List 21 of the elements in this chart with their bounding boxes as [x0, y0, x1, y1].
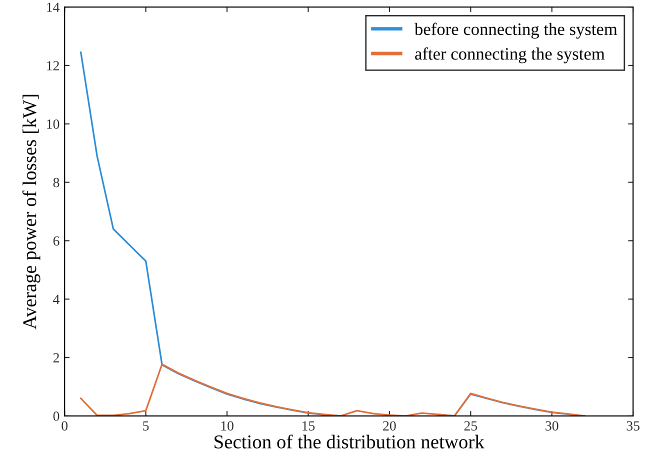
- x-tick-label: 20: [383, 421, 396, 431]
- y-tick-label: 8: [53, 178, 60, 188]
- x-tick-label: 25: [464, 421, 478, 431]
- x-tick-label: 35: [626, 421, 640, 431]
- y-tick-label: 2: [53, 353, 59, 362]
- x-tick-label: 10: [221, 421, 234, 431]
- x-tick-label: 0: [62, 421, 68, 431]
- line-series: [80, 363, 586, 416]
- x-tick-label: 15: [302, 421, 315, 431]
- y-axis-title: Average power of losses [kW]: [22, 94, 40, 330]
- y-tick-label: 10: [47, 119, 60, 129]
- y-tick-label: 12: [47, 61, 59, 70]
- y-tick-label: 6: [53, 236, 60, 246]
- y-tick-label: 14: [47, 2, 60, 12]
- x-axis-title: Section of the distribution network: [214, 434, 484, 448]
- x-tick-label: 5: [143, 421, 149, 431]
- y-tick-label: 0: [53, 412, 60, 421]
- x-tick-label: 30: [546, 421, 558, 431]
- y-tick-label: 4: [53, 294, 60, 304]
- legend-label: after connecting the system: [415, 47, 605, 64]
- legend-label: before connecting the system: [414, 22, 618, 39]
